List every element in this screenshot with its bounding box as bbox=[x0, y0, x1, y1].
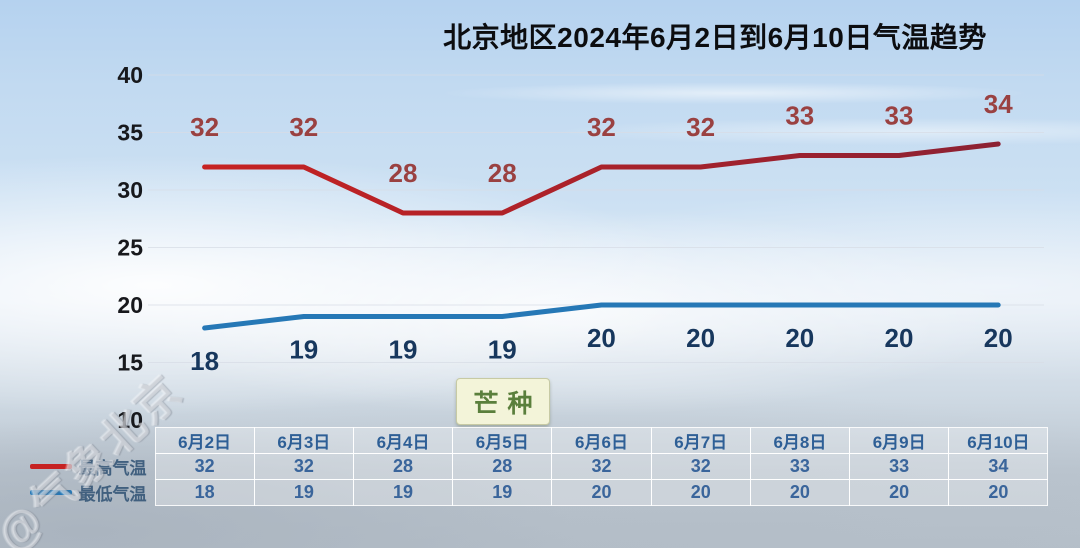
table-value-cell: 19 bbox=[352, 478, 454, 506]
table-value-cell: 20 bbox=[948, 478, 1049, 506]
max-temp-point-label: 28 bbox=[389, 158, 418, 188]
table-date-header: 6月3日 bbox=[253, 426, 354, 454]
table-row-legend: 最高气温 bbox=[28, 453, 156, 480]
table-date-header: 6月10日 bbox=[948, 426, 1049, 454]
min-temp-point-label: 18 bbox=[190, 346, 219, 376]
min-temp-line bbox=[202, 302, 1001, 331]
table-date-header: 6月6日 bbox=[551, 426, 652, 454]
y-axis-tick-label: 40 bbox=[117, 62, 143, 88]
series-name-label: 最高气温 bbox=[78, 458, 147, 478]
min-temp-point-label: 20 bbox=[686, 323, 715, 353]
min-temp-point-label: 19 bbox=[289, 335, 318, 365]
y-axis-tick-label: 25 bbox=[117, 235, 143, 261]
table-value-cell: 34 bbox=[948, 452, 1049, 480]
min-temp-point-label: 20 bbox=[885, 323, 914, 353]
table-value-cell: 20 bbox=[749, 478, 851, 506]
table-date-header: 6月2日 bbox=[154, 426, 255, 454]
table-value-cell: 28 bbox=[452, 452, 553, 480]
table-value-cell: 32 bbox=[650, 452, 751, 480]
table-date-header: 6月4日 bbox=[352, 426, 454, 454]
table-date-header: 6月7日 bbox=[650, 426, 751, 454]
table-value-cell: 32 bbox=[551, 452, 652, 480]
table-value-cell: 28 bbox=[352, 452, 454, 480]
y-axis-tick-label: 10 bbox=[117, 407, 143, 433]
min-temp-point-label: 19 bbox=[488, 335, 517, 365]
max-temp-point-label: 32 bbox=[289, 112, 318, 142]
max-temp-point-label: 32 bbox=[190, 112, 219, 142]
y-axis-tick-label: 15 bbox=[117, 350, 143, 376]
max-temp-point-label: 33 bbox=[885, 101, 914, 131]
series-name-label: 最低气温 bbox=[78, 484, 147, 504]
min-temp-point-label: 20 bbox=[587, 323, 616, 353]
table-value-cell: 33 bbox=[749, 452, 851, 480]
table-row-legend: 最低气温 bbox=[28, 479, 156, 506]
table-value-cell: 32 bbox=[154, 452, 255, 480]
data-table: 6月2日 6月3日 6月4日 6月5日 6月6日 6月7日 6月8日 6月9日 6月10日最高气… bbox=[28, 426, 1049, 506]
max-temp-point-label: 32 bbox=[686, 112, 715, 142]
table-value-cell: 20 bbox=[849, 478, 950, 506]
y-axis-tick-label: 35 bbox=[117, 120, 143, 146]
table-value-cell: 19 bbox=[253, 478, 354, 506]
y-axis-tick-label: 20 bbox=[117, 292, 143, 318]
table-date-header: 6月9日 bbox=[849, 426, 950, 454]
table-value-cell: 20 bbox=[650, 478, 751, 506]
y-axis-tick-label: 30 bbox=[117, 177, 143, 203]
table-value-cell: 19 bbox=[452, 478, 553, 506]
table-date-header: 6月5日 bbox=[452, 426, 553, 454]
table-value-cell: 33 bbox=[849, 452, 950, 480]
min-temp-point-label: 20 bbox=[785, 323, 814, 353]
max-temp-point-label: 28 bbox=[488, 158, 517, 188]
max-temp-point-label: 34 bbox=[984, 89, 1013, 119]
table-value-cell: 20 bbox=[551, 478, 652, 506]
min-temp-point-label: 20 bbox=[984, 323, 1013, 353]
max-temp-point-label: 32 bbox=[587, 112, 616, 142]
solar-term-badge: 芒种 bbox=[456, 378, 550, 425]
chart-title: 北京地区2024年6月2日到6月10日气温趋势 bbox=[443, 22, 987, 53]
max-temp-point-label: 33 bbox=[785, 101, 814, 131]
table-value-cell: 32 bbox=[253, 452, 354, 480]
max-temp-line bbox=[202, 141, 1001, 216]
max-temp-legend-line-icon bbox=[29, 463, 72, 469]
min-temp-legend-line-icon bbox=[29, 489, 72, 495]
table-date-header: 6月8日 bbox=[749, 426, 851, 454]
table-value-cell: 18 bbox=[154, 478, 255, 506]
min-temp-point-label: 19 bbox=[389, 335, 418, 365]
